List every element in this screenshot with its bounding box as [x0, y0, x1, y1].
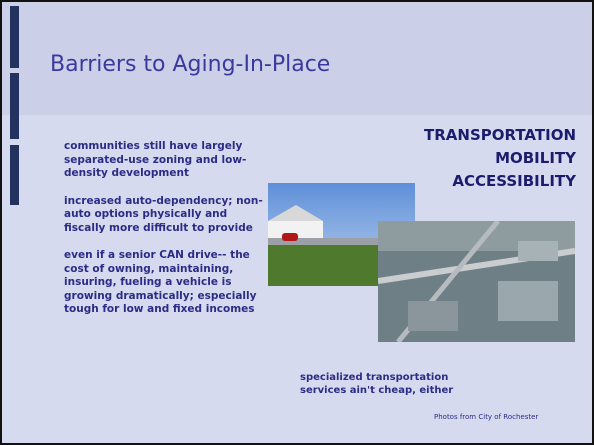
caption: specialized transportation services ain'…	[300, 371, 490, 397]
bullet-list: communities still have largely separated…	[64, 140, 264, 331]
heading-line: ACCESSIBILITY	[424, 170, 576, 193]
bullet: increased auto-dependency; non-auto opti…	[64, 195, 264, 236]
side-bar	[10, 145, 19, 205]
slide: Barriers to Aging-In-Place communities s…	[0, 0, 594, 445]
slide-title: Barriers to Aging-In-Place	[50, 52, 330, 77]
page: {"title": "Barriers to Aging-In-Place", …	[0, 0, 594, 445]
heading-line: MOBILITY	[424, 147, 576, 170]
heading: TRANSPORTATION MOBILITY ACCESSIBILITY	[424, 124, 576, 193]
bullet: even if a senior CAN drive-- the cost of…	[64, 249, 264, 317]
side-bar	[10, 6, 19, 68]
photo-credit: Photos from City of Rochester	[434, 413, 538, 421]
side-bar	[10, 73, 19, 139]
heading-line: TRANSPORTATION	[424, 124, 576, 147]
aerial-photo	[378, 221, 575, 342]
bullet: communities still have largely separated…	[64, 140, 264, 181]
